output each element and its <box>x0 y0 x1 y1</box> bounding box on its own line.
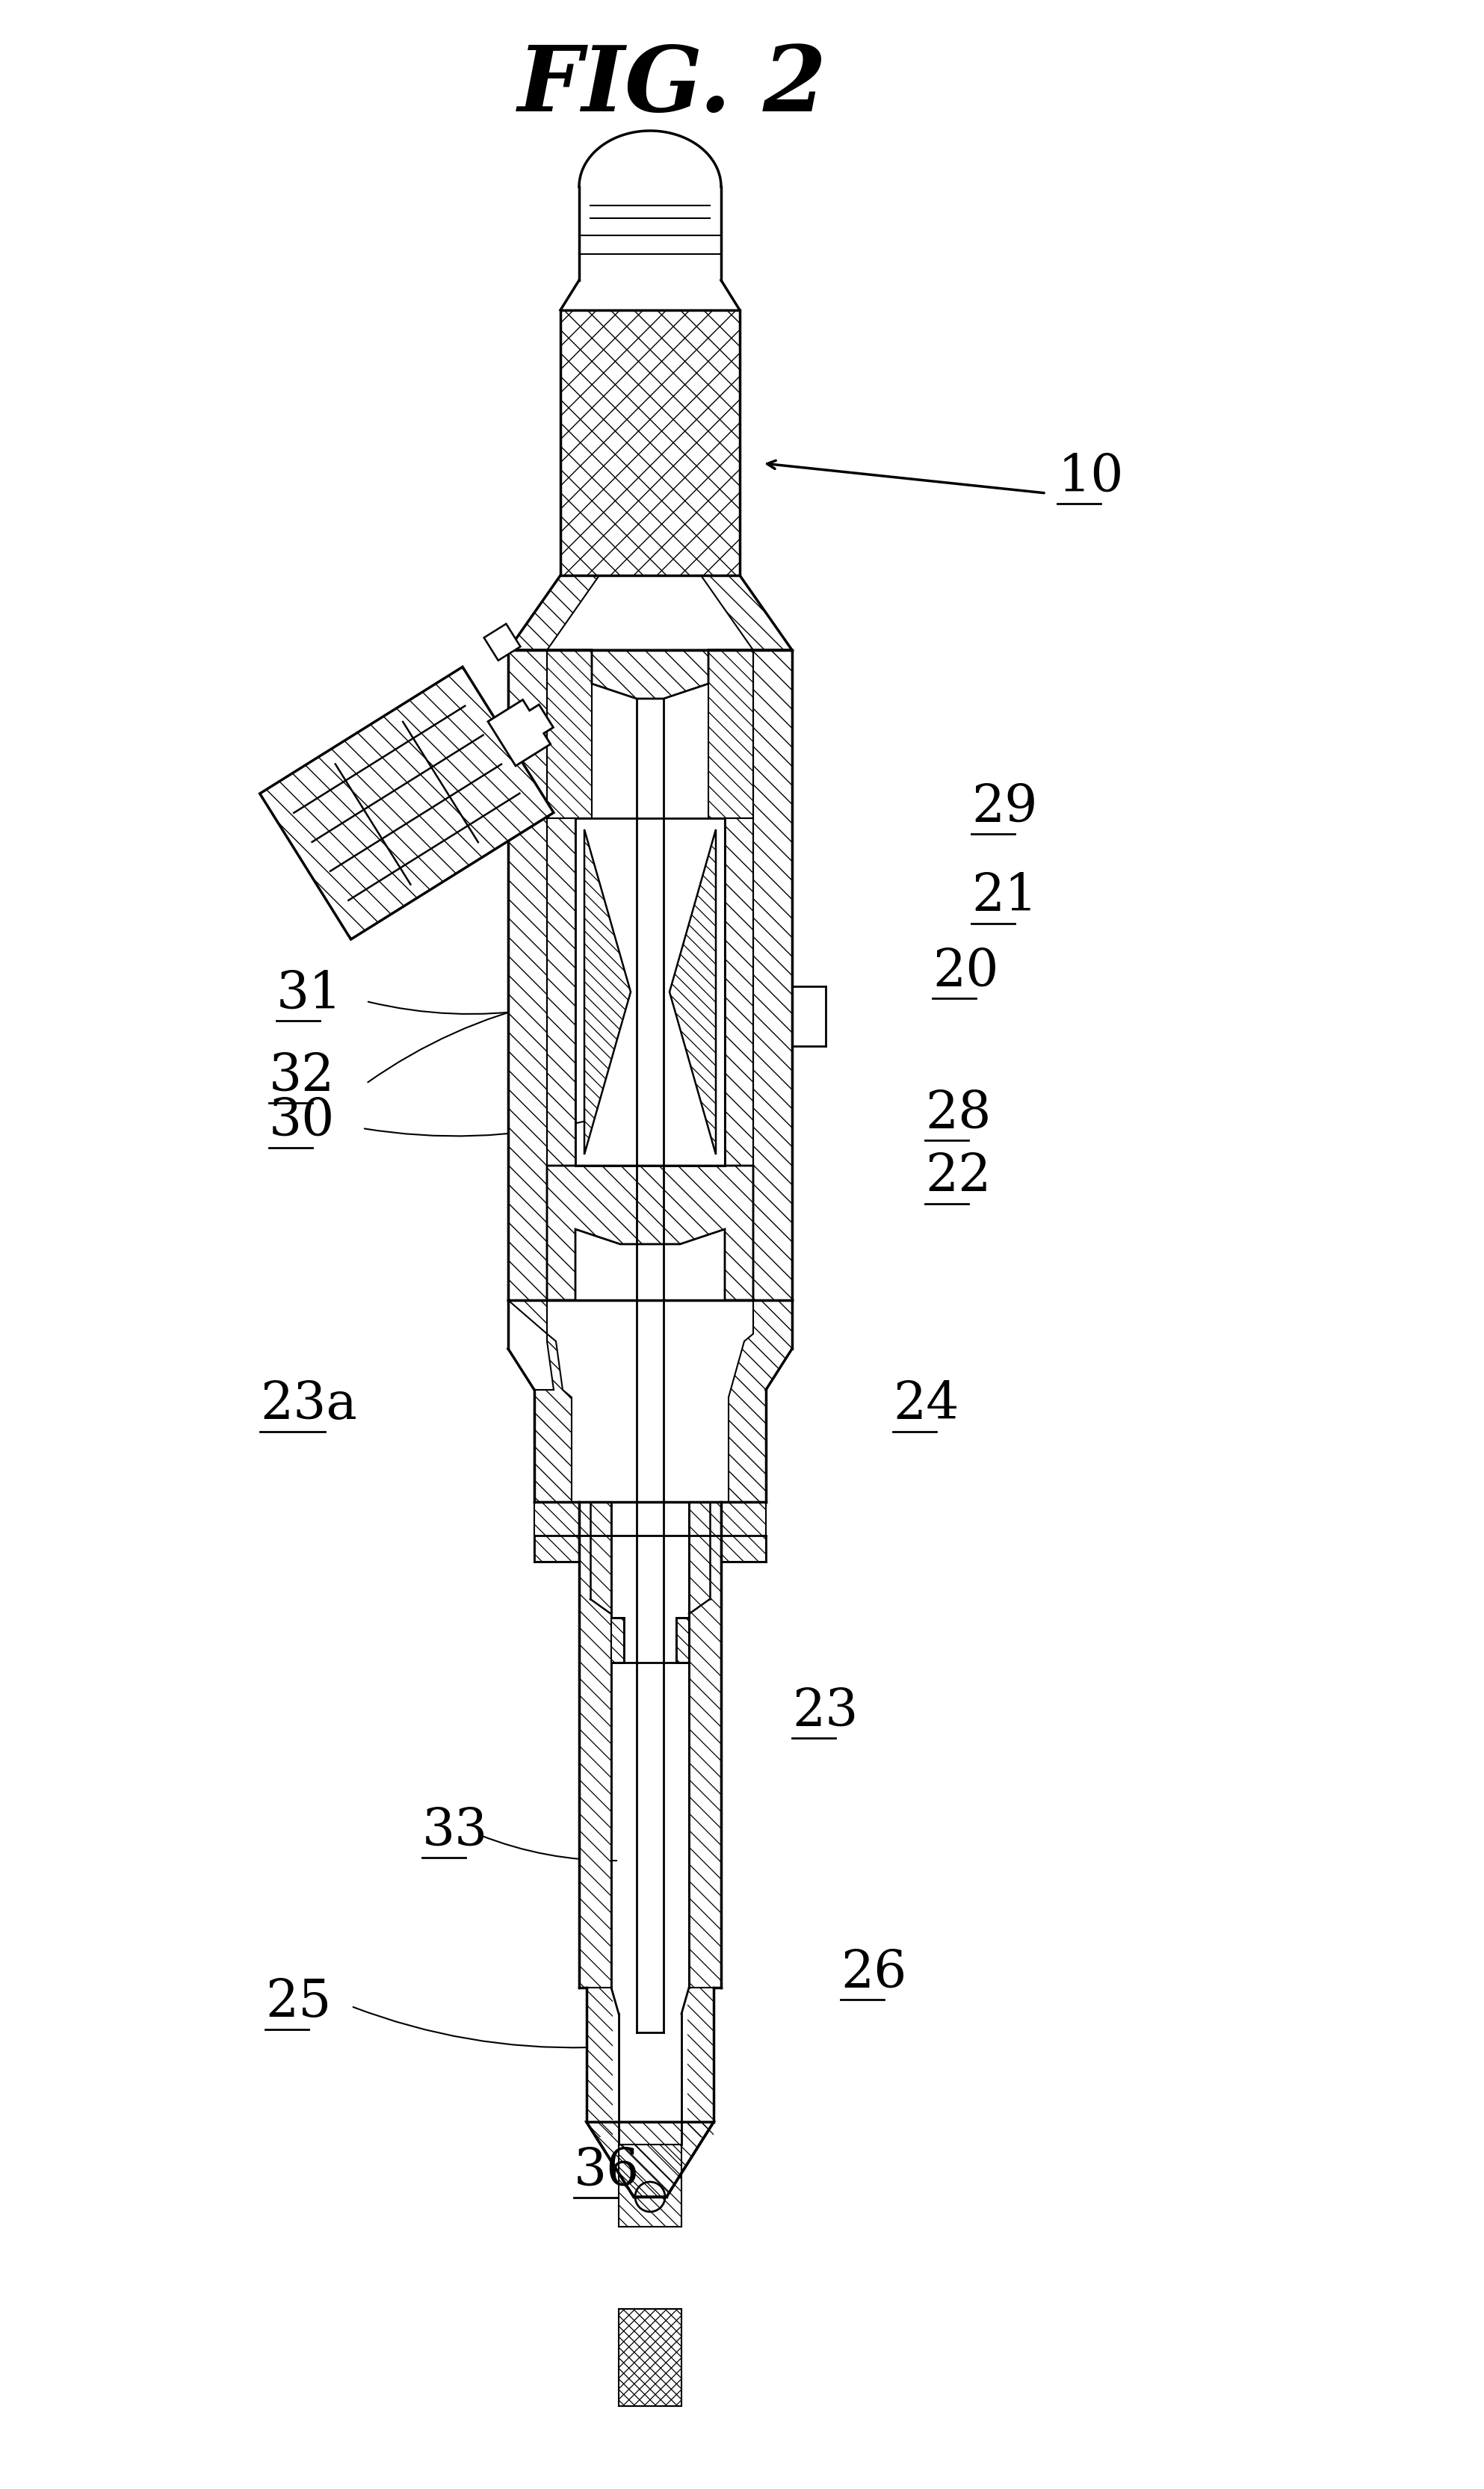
Polygon shape <box>508 575 600 650</box>
Polygon shape <box>619 2310 681 2407</box>
Polygon shape <box>619 2146 681 2228</box>
Text: 22: 22 <box>925 1152 991 1202</box>
Polygon shape <box>586 1989 613 2138</box>
Polygon shape <box>548 819 576 1165</box>
Polygon shape <box>508 650 792 699</box>
Polygon shape <box>687 1989 714 2138</box>
Text: 36: 36 <box>574 2146 640 2195</box>
Polygon shape <box>548 650 592 819</box>
Polygon shape <box>754 650 792 1299</box>
Polygon shape <box>721 1501 766 1561</box>
Polygon shape <box>508 575 600 650</box>
Polygon shape <box>689 1501 721 1989</box>
Polygon shape <box>677 1618 689 1663</box>
Polygon shape <box>708 650 754 819</box>
Polygon shape <box>721 1501 766 1561</box>
Polygon shape <box>548 819 576 1165</box>
Text: FIG. 2: FIG. 2 <box>518 42 827 129</box>
Polygon shape <box>729 1299 792 1501</box>
Polygon shape <box>687 1989 714 2138</box>
Polygon shape <box>579 1501 611 1989</box>
Text: 30: 30 <box>269 1095 335 1145</box>
Polygon shape <box>586 2123 714 2198</box>
Polygon shape <box>534 1501 579 1561</box>
Polygon shape <box>669 829 715 1155</box>
Polygon shape <box>611 1618 623 1663</box>
Polygon shape <box>724 819 754 1165</box>
Text: 10: 10 <box>1057 453 1123 500</box>
Text: 23: 23 <box>792 1688 858 1735</box>
Polygon shape <box>579 1501 611 1989</box>
Polygon shape <box>700 575 792 650</box>
Polygon shape <box>548 1165 754 1299</box>
Text: 31: 31 <box>276 968 343 1018</box>
Text: 29: 29 <box>972 782 1037 831</box>
Text: 23a: 23a <box>260 1379 358 1429</box>
Text: 24: 24 <box>893 1379 959 1429</box>
Polygon shape <box>585 829 631 1155</box>
Polygon shape <box>488 699 554 767</box>
Polygon shape <box>548 650 592 819</box>
Polygon shape <box>724 819 754 1165</box>
Polygon shape <box>700 575 792 650</box>
Text: 26: 26 <box>840 1949 907 1999</box>
Polygon shape <box>508 1299 571 1501</box>
Polygon shape <box>619 2310 681 2407</box>
Polygon shape <box>534 1501 579 1561</box>
Polygon shape <box>508 650 548 1299</box>
Polygon shape <box>561 311 739 575</box>
Polygon shape <box>561 311 739 575</box>
Polygon shape <box>708 650 754 819</box>
Text: 33: 33 <box>421 1807 488 1854</box>
Polygon shape <box>484 625 521 660</box>
Polygon shape <box>508 1299 571 1501</box>
Polygon shape <box>611 1618 623 1663</box>
Polygon shape <box>619 2310 681 2407</box>
Text: 20: 20 <box>932 946 999 996</box>
Polygon shape <box>508 650 548 1299</box>
Text: 21: 21 <box>972 871 1037 921</box>
Polygon shape <box>508 650 792 699</box>
Polygon shape <box>260 667 554 938</box>
Polygon shape <box>669 829 715 1155</box>
Polygon shape <box>619 2146 681 2228</box>
Polygon shape <box>729 1299 792 1501</box>
Polygon shape <box>754 650 792 1299</box>
Text: 28: 28 <box>925 1088 991 1137</box>
Polygon shape <box>561 311 739 575</box>
Polygon shape <box>260 667 554 938</box>
Polygon shape <box>689 1501 721 1989</box>
Polygon shape <box>585 829 631 1155</box>
Polygon shape <box>677 1618 689 1663</box>
Polygon shape <box>586 1989 613 2138</box>
Polygon shape <box>586 2123 714 2198</box>
Polygon shape <box>548 1165 754 1299</box>
Text: 25: 25 <box>266 1979 331 2029</box>
Text: 32: 32 <box>269 1050 335 1100</box>
